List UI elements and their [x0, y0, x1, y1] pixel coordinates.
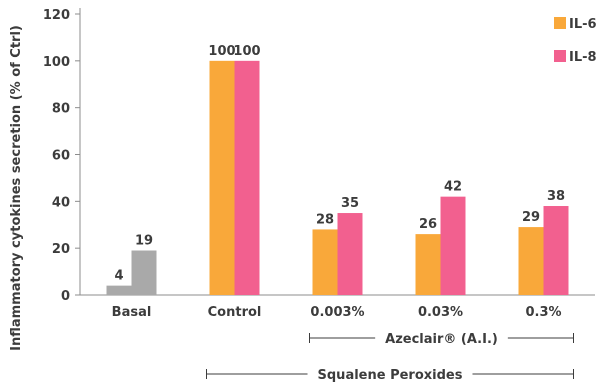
y-tick-label: 60	[52, 149, 70, 164]
bracket-label: Squalene Peroxides	[318, 368, 463, 382]
bar-il-6-003	[415, 234, 441, 295]
y-tick-label: 0	[61, 289, 70, 304]
category-label: Control	[208, 305, 262, 320]
y-tick-label: 80	[52, 102, 70, 117]
bracket-label: Azeclair® (A.I.)	[385, 332, 498, 347]
bar-il-8-basal	[131, 250, 157, 295]
data-label: 4	[114, 269, 123, 284]
brackets: Azeclair® (A.I.) Squalene Peroxides	[206, 332, 574, 382]
data-label: 42	[444, 180, 462, 195]
bars	[106, 60, 569, 296]
category-label: 0.03%	[418, 305, 463, 320]
y-axis-label: Inflammatory cytokines secretion (% of C…	[9, 25, 24, 351]
data-label: 19	[135, 234, 153, 249]
category-label: 0.3%	[525, 305, 561, 320]
legend-swatch-il-6	[554, 17, 566, 29]
legend: IL-6 IL-8	[554, 17, 597, 65]
data-label: 100	[208, 44, 235, 59]
data-label: 100	[233, 44, 260, 59]
data-label: 35	[341, 196, 359, 211]
legend-label: IL-6	[569, 17, 597, 32]
bar-il-6-basal	[106, 285, 132, 295]
bar-il-8-003	[440, 196, 466, 295]
bar-il-6-control	[209, 60, 235, 296]
bar-il-6-0003	[312, 229, 338, 295]
bar-il-8-03	[543, 206, 569, 295]
x-axis: Basal Control 0.003% 0.03% 0.3%	[80, 294, 595, 320]
y-tick-label: 100	[43, 55, 70, 70]
category-label: 0.003%	[310, 305, 364, 320]
legend-swatch-il-8	[554, 50, 566, 62]
y-tick-label: 40	[52, 195, 70, 210]
bar-il-8-control	[234, 60, 260, 296]
bar-il-6-03	[518, 227, 544, 295]
y-tick-label: 20	[52, 242, 70, 257]
y-axis: 0 20 40 60 80 100 120	[43, 8, 81, 304]
legend-label: IL-8	[569, 50, 597, 65]
bar-il-8-0003	[337, 213, 363, 295]
data-label: 28	[316, 212, 334, 227]
data-label: 26	[419, 217, 437, 232]
data-label: 29	[522, 210, 540, 225]
y-tick-label: 120	[43, 8, 70, 23]
data-label: 38	[547, 189, 565, 204]
category-label: Basal	[112, 305, 152, 320]
